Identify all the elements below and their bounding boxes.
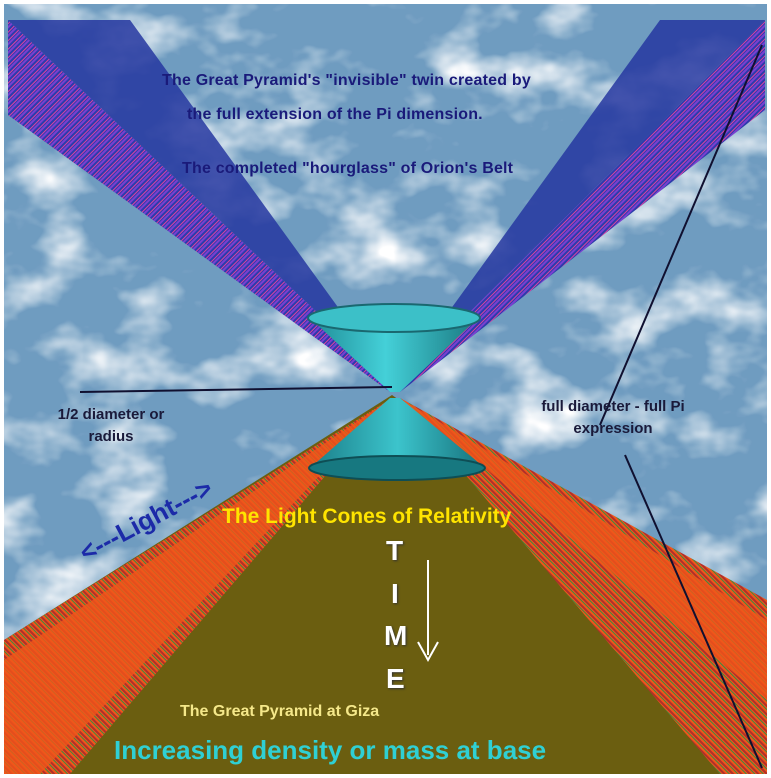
beam-upper-left-shade [8, 20, 395, 386]
beam-upper-right-shade [395, 20, 765, 386]
radius-caption-line2: radius [88, 428, 134, 445]
time-letter-t: T [386, 535, 404, 566]
radius-caption-line1: 1/2 diameter or [57, 406, 165, 423]
pyramid-ground [4, 395, 767, 774]
hourglass-cones [307, 303, 486, 481]
full-diameter-caption-line1: full diameter - full Pi [541, 398, 685, 415]
beam-upper-right [395, 20, 765, 392]
beam-upper-left [8, 20, 395, 392]
radius-caption: 1/2 diameter or radius [36, 404, 186, 448]
time-letter-e: E [386, 663, 405, 694]
time-letter-m: M [384, 620, 408, 651]
full-diameter-caption: full diameter - full Pi expression [518, 396, 708, 440]
full-diameter-pointer-upper [599, 44, 763, 426]
pyramid-caption: The Great Pyramid at Giza [180, 703, 380, 720]
time-arrow [417, 560, 439, 663]
light-cones-caption: The Light Cones of Relativity [222, 505, 512, 528]
twin-caption-line1: The Great Pyramid's "invisible" twin cre… [162, 72, 531, 89]
radius-pointer-line [79, 386, 393, 393]
full-diameter-pointer-lower [624, 454, 763, 769]
time-letter-i: I [391, 578, 399, 609]
hourglass-caption: The completed "hourglass" of Orion's Bel… [182, 160, 514, 177]
twin-caption-line2: the full extension of the Pi dimension. [187, 106, 483, 123]
beam-lower-right-fill [400, 398, 767, 700]
beam-lower-right [400, 398, 767, 774]
base-caption: Increasing density or mass at base [114, 735, 547, 765]
beam-lower-left-fill [4, 398, 392, 774]
full-diameter-caption-line2: expression [573, 420, 653, 437]
